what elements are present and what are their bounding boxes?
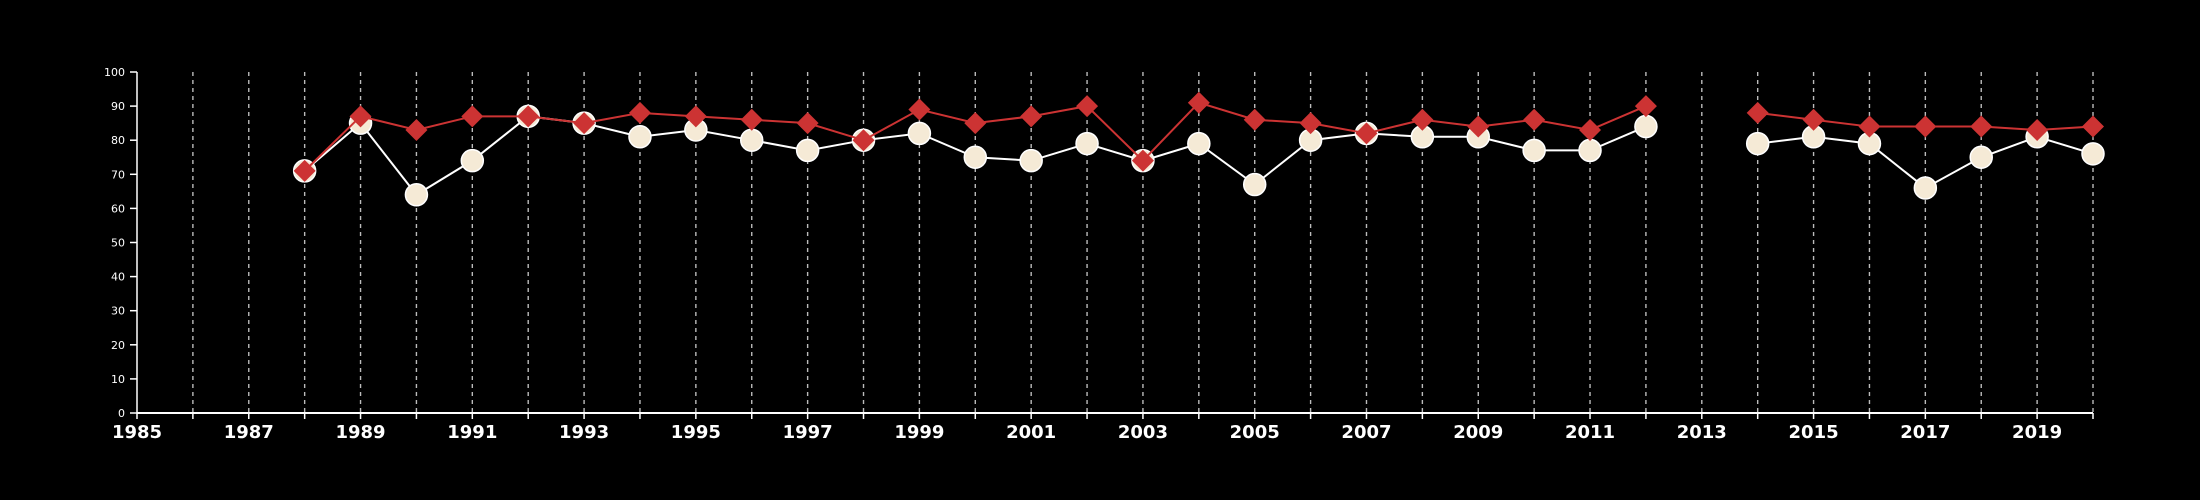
x-tick-label: 2017 bbox=[1900, 422, 1950, 443]
data-point bbox=[628, 125, 652, 149]
data-point bbox=[1019, 148, 1043, 173]
x-tick-label: 1989 bbox=[335, 422, 385, 443]
data-point bbox=[1523, 108, 1546, 131]
data-point bbox=[628, 101, 651, 124]
data-point bbox=[1858, 115, 1881, 138]
x-tick-label: 2015 bbox=[1789, 422, 1839, 443]
data-point bbox=[1914, 115, 1937, 138]
x-tick-label: 1993 bbox=[559, 422, 609, 443]
data-point bbox=[1075, 131, 1099, 156]
x-tick-label: 2011 bbox=[1565, 422, 1615, 443]
data-point bbox=[1746, 101, 1769, 124]
data-point bbox=[1634, 95, 1657, 118]
x-tick-label: 2001 bbox=[1006, 422, 1056, 443]
data-point bbox=[1578, 138, 1602, 163]
data-point bbox=[1020, 105, 1043, 128]
data-point bbox=[1579, 118, 1602, 141]
data-point bbox=[963, 145, 988, 169]
data-point bbox=[1522, 138, 1546, 163]
x-tick-label: 2019 bbox=[2012, 422, 2062, 443]
data-point bbox=[1131, 149, 1154, 172]
data-point bbox=[1187, 91, 1210, 114]
data-point bbox=[1802, 108, 1825, 131]
data-point bbox=[2026, 118, 2049, 141]
data-point bbox=[2081, 142, 2105, 166]
x-tick-label: 1987 bbox=[224, 422, 274, 443]
x-tick-label: 2003 bbox=[1118, 422, 1168, 443]
y-tick-label: 60 bbox=[111, 202, 125, 215]
x-tick-label: 1997 bbox=[783, 422, 833, 443]
data-point bbox=[1076, 95, 1099, 118]
data-point bbox=[405, 118, 428, 141]
y-tick-label: 50 bbox=[111, 237, 125, 250]
y-tick-label: 10 bbox=[111, 373, 125, 386]
data-point bbox=[1634, 114, 1658, 139]
data-point bbox=[964, 112, 987, 135]
data-point bbox=[1355, 122, 1378, 145]
y-tick-label: 100 bbox=[104, 66, 125, 79]
data-point bbox=[852, 129, 875, 152]
data-point bbox=[461, 105, 484, 128]
x-tick-label: 1985 bbox=[112, 422, 162, 443]
y-tick-label: 90 bbox=[111, 100, 125, 113]
data-point bbox=[1745, 131, 1770, 156]
data-point bbox=[2082, 115, 2104, 138]
data-point bbox=[1467, 115, 1490, 138]
y-tick-label: 40 bbox=[111, 271, 125, 284]
y-tick-label: 20 bbox=[111, 339, 125, 352]
x-tick-label: 1991 bbox=[447, 422, 497, 443]
axes: 0 10 20 30 40 50 60 70 80 90 100 1985 1987 1989 1991 19… bbox=[104, 66, 2094, 443]
data-point bbox=[1969, 145, 1993, 169]
y-tick-label: 80 bbox=[111, 134, 125, 147]
data-point bbox=[1970, 115, 1993, 138]
data-point bbox=[1242, 172, 1267, 197]
data-point bbox=[460, 148, 485, 173]
series-group bbox=[292, 91, 2105, 207]
x-tick-label: 2013 bbox=[1677, 422, 1727, 443]
data-point bbox=[349, 105, 372, 128]
data-point bbox=[573, 112, 596, 135]
data-point bbox=[684, 105, 707, 128]
y-tick-label: 70 bbox=[111, 168, 125, 181]
data-point bbox=[1243, 108, 1266, 131]
data-point bbox=[907, 121, 932, 146]
data-point bbox=[740, 108, 763, 131]
data-point bbox=[796, 112, 819, 135]
x-tick-label: 2009 bbox=[1453, 422, 1503, 443]
x-tick-label: 2007 bbox=[1341, 422, 1391, 443]
data-point bbox=[404, 183, 429, 207]
x-tick-label: 1995 bbox=[671, 422, 721, 443]
data-point bbox=[795, 138, 820, 163]
x-tick-label: 2005 bbox=[1230, 422, 1280, 443]
y-tick-label: 30 bbox=[111, 305, 125, 318]
data-point bbox=[908, 98, 931, 121]
data-point bbox=[739, 128, 764, 152]
data-point bbox=[1411, 108, 1434, 131]
data-point bbox=[1299, 112, 1322, 135]
data-point bbox=[517, 105, 540, 128]
y-tick-label: 0 bbox=[118, 407, 125, 420]
data-point bbox=[293, 159, 316, 182]
data-point bbox=[1913, 176, 1938, 200]
data-point bbox=[1187, 131, 1211, 156]
x-tick-label: 1999 bbox=[894, 422, 944, 443]
series-diamond bbox=[293, 91, 2104, 182]
